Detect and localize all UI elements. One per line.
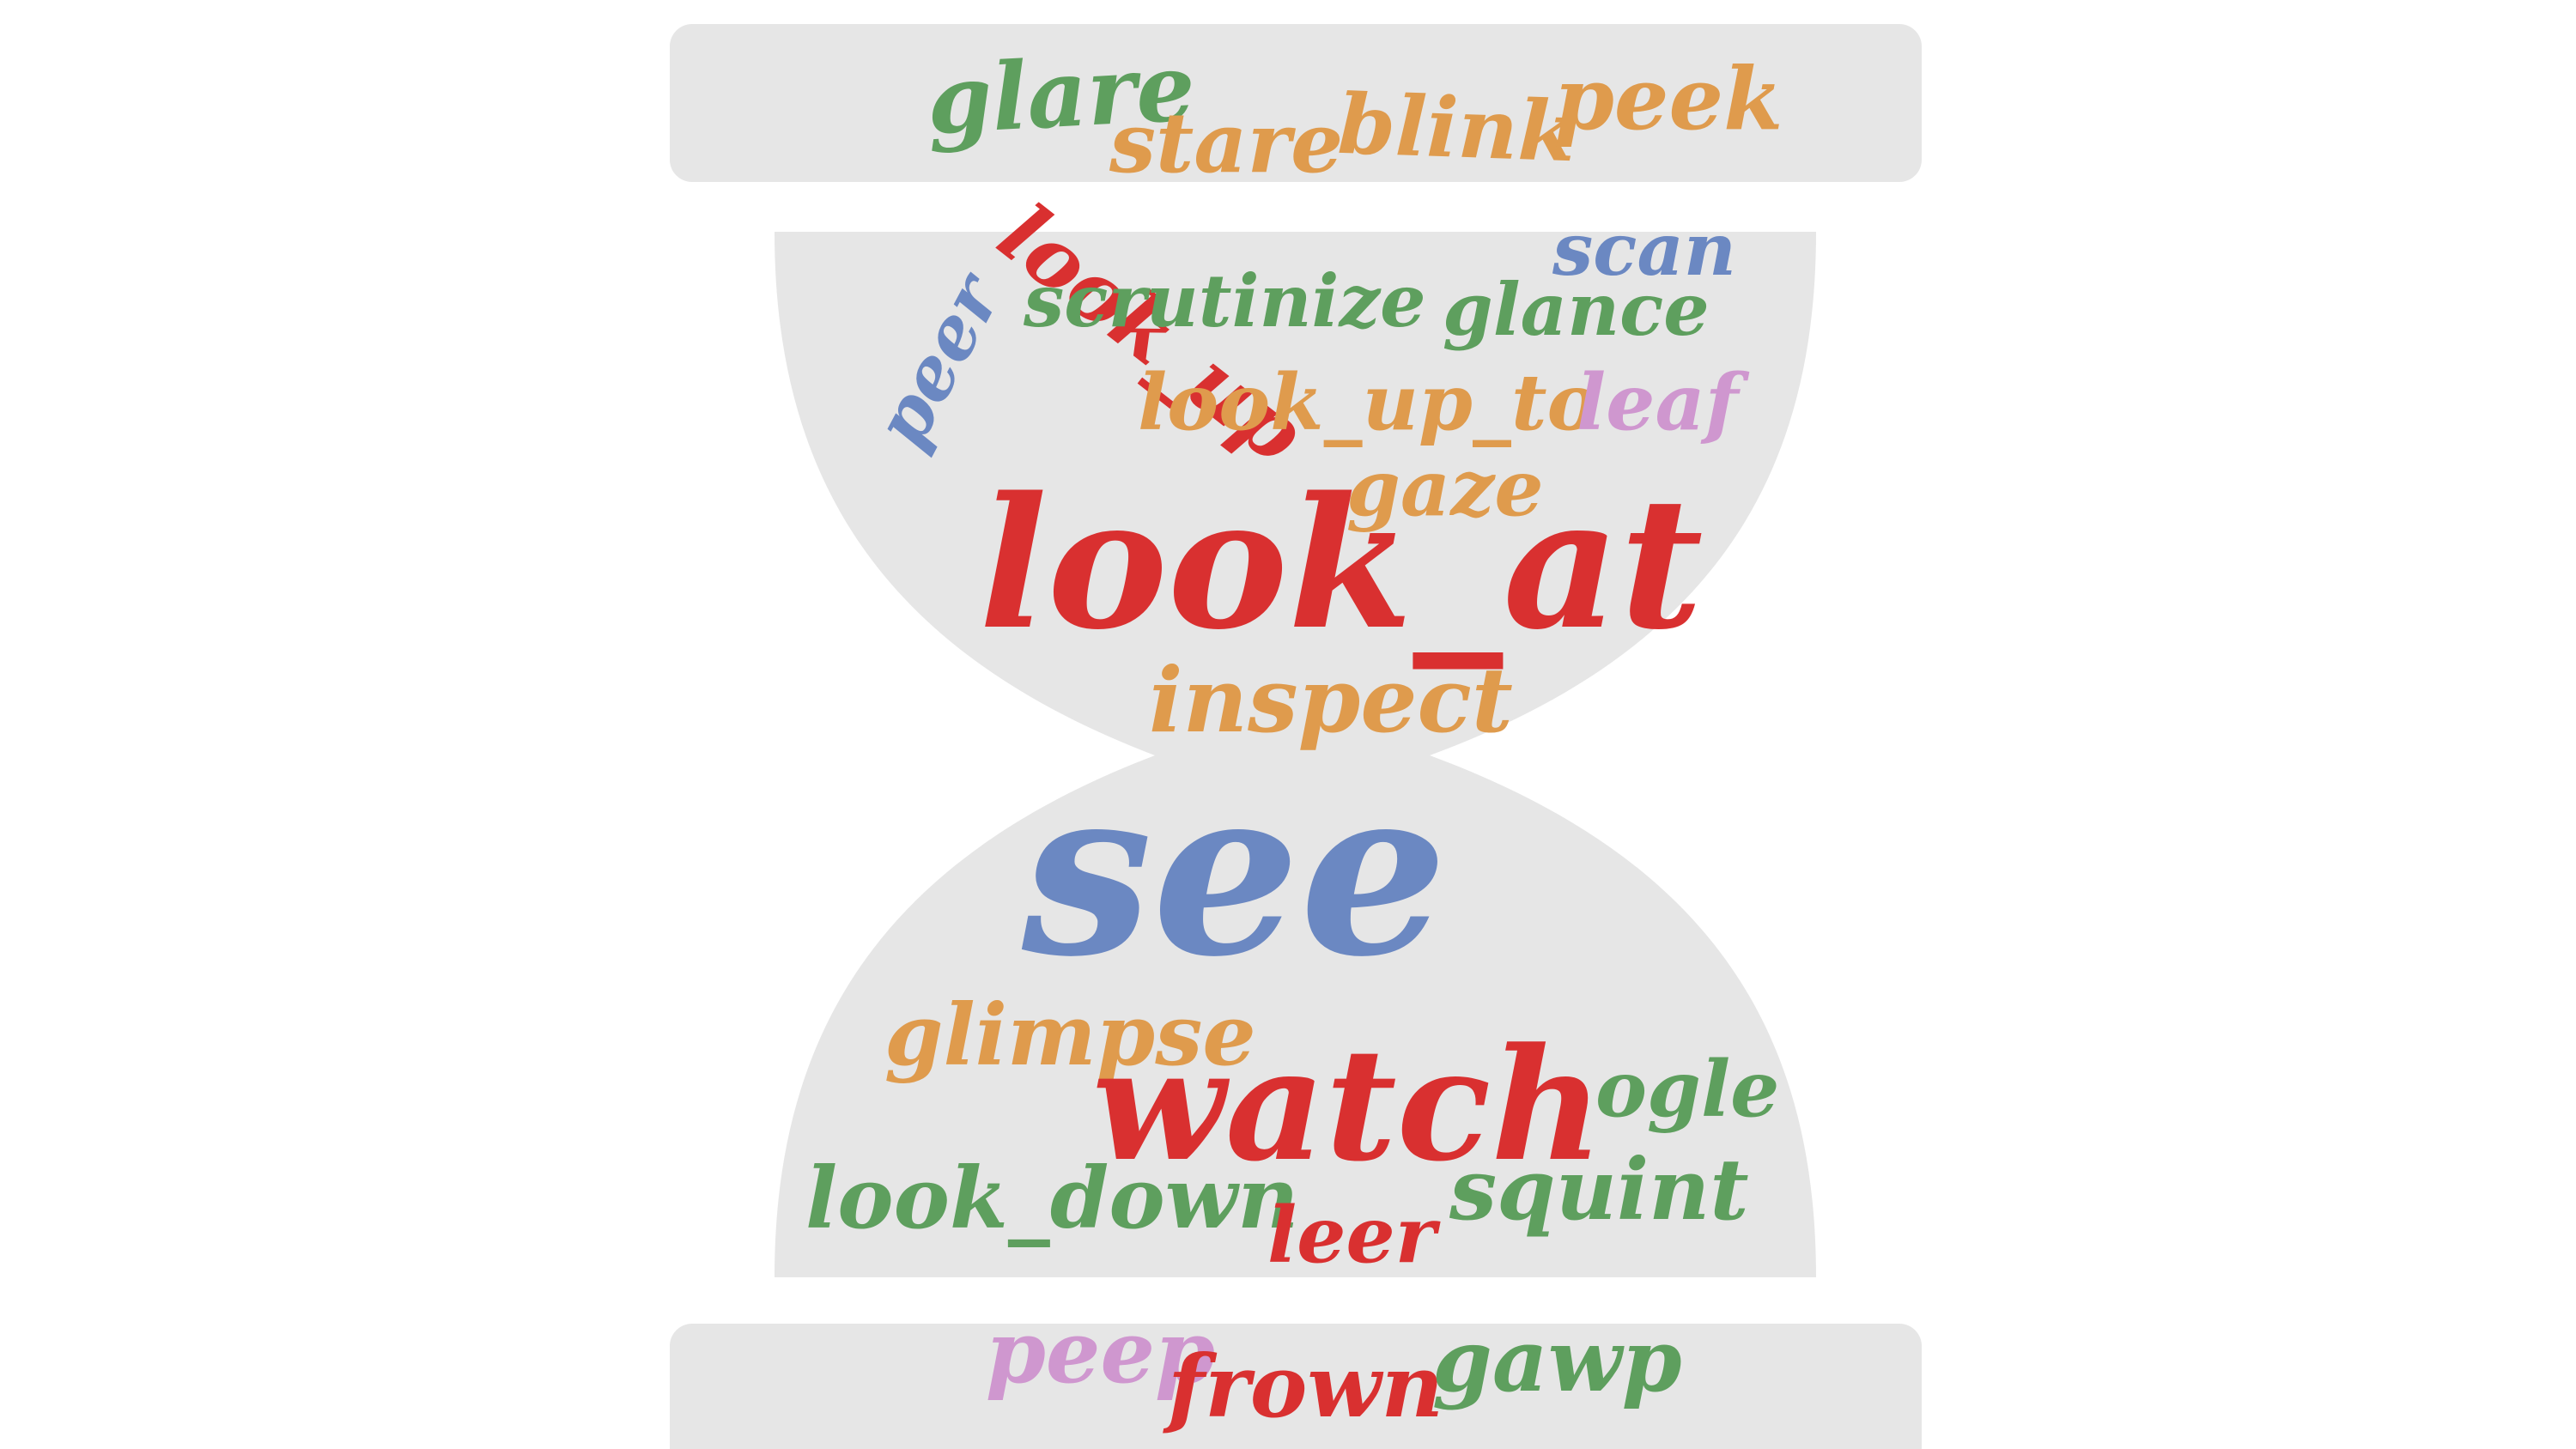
word-stare: stare — [1109, 94, 1343, 191]
word-squint: squint — [1449, 1141, 1749, 1240]
word-look-down: look_down — [805, 1149, 1298, 1248]
word-glare: glare — [924, 33, 1197, 155]
word-frown: frown — [1163, 1336, 1443, 1437]
word-leaf: leaf — [1577, 357, 1750, 448]
word-ogle: ogle — [1595, 1044, 1779, 1135]
hourglass-shape — [775, 232, 1816, 1277]
word-leer: leer — [1267, 1190, 1441, 1281]
bottom-bar-shape — [670, 1324, 1922, 1449]
word-scrutinize: scrutinize — [1023, 258, 1426, 343]
word-scan: scan — [1552, 207, 1736, 292]
word-blink: blink — [1336, 76, 1577, 181]
word-glance: glance — [1443, 267, 1710, 352]
word-watch: watch — [1092, 1015, 1603, 1196]
word-peek: peek — [1554, 48, 1783, 149]
top-bar-shape — [670, 24, 1922, 182]
word-glimpse: glimpse — [884, 986, 1256, 1085]
word-look-up-to: look_up_to — [1138, 357, 1599, 448]
word-look-at: look_at — [979, 458, 1704, 670]
word-gaze: gaze — [1346, 443, 1544, 534]
word-peep: peep — [986, 1301, 1215, 1403]
word-gawp: gawp — [1432, 1310, 1682, 1411]
word-inspect: inspect — [1149, 647, 1513, 753]
word-see: see — [1018, 735, 1448, 1008]
